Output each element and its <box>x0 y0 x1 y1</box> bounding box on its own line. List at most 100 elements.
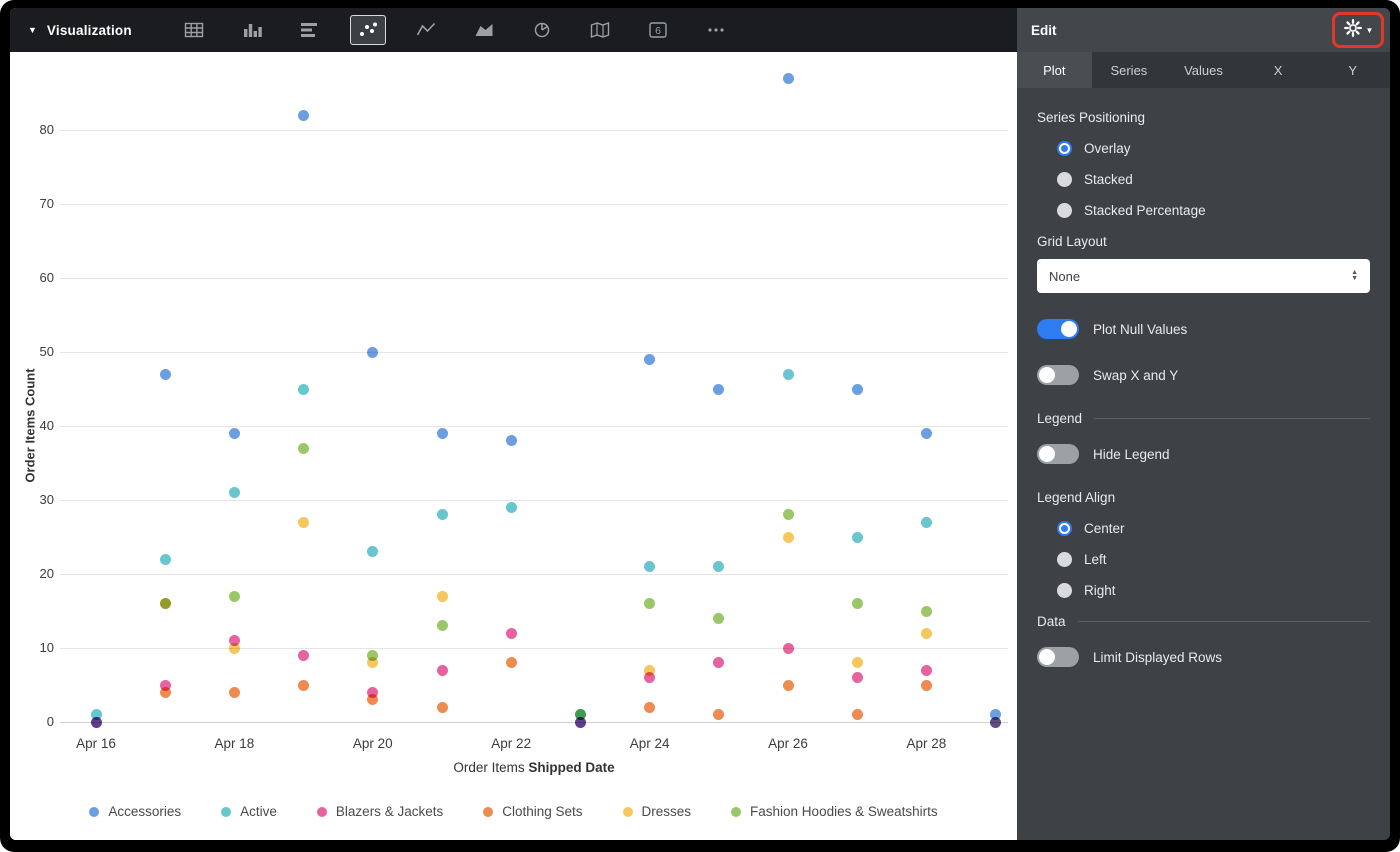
radio-option-right[interactable]: Right <box>1057 583 1370 598</box>
series-point[interactable] <box>920 427 932 439</box>
legend-item[interactable]: Fashion Hoodies & Sweatshirts <box>731 804 938 819</box>
table-chart-icon[interactable] <box>176 15 212 45</box>
series-point[interactable] <box>505 435 517 447</box>
series-point[interactable] <box>436 590 448 602</box>
series-point[interactable] <box>298 383 310 395</box>
series-point[interactable] <box>90 709 102 721</box>
more-options-icon[interactable] <box>698 15 734 45</box>
series-point[interactable] <box>367 686 379 698</box>
legend-item[interactable]: Active <box>221 804 277 819</box>
gear-icon[interactable] <box>1343 18 1363 43</box>
series-point[interactable] <box>713 561 725 573</box>
tab-plot[interactable]: Plot <box>1017 52 1092 88</box>
series-point[interactable] <box>782 509 794 521</box>
pie-chart-icon[interactable] <box>524 15 560 45</box>
scatter-chart-icon[interactable] <box>349 15 386 45</box>
series-point[interactable] <box>159 553 171 565</box>
series-point[interactable] <box>713 657 725 669</box>
radio-option-center[interactable]: Center <box>1057 521 1370 536</box>
series-point[interactable] <box>228 427 240 439</box>
series-point[interactable] <box>782 72 794 84</box>
series-point[interactable] <box>228 590 240 602</box>
legend-item[interactable]: Dresses <box>622 804 691 819</box>
legend-item[interactable]: Accessories <box>89 804 181 819</box>
chevron-down-icon[interactable]: ▼ <box>1365 25 1374 35</box>
series-point[interactable] <box>228 487 240 499</box>
series-point[interactable] <box>782 642 794 654</box>
series-point[interactable] <box>713 612 725 624</box>
series-point[interactable] <box>782 679 794 691</box>
series-point[interactable] <box>505 501 517 513</box>
series-point[interactable] <box>574 709 586 721</box>
series-point[interactable] <box>990 709 1002 721</box>
series-point[interactable] <box>574 716 586 728</box>
series-point[interactable] <box>505 627 517 639</box>
series-point[interactable] <box>298 649 310 661</box>
series-point[interactable] <box>782 531 794 543</box>
series-point[interactable] <box>159 368 171 380</box>
series-point[interactable] <box>920 627 932 639</box>
chevron-down-icon[interactable]: ▼ <box>28 25 37 35</box>
series-point[interactable] <box>298 679 310 691</box>
radio-option-left[interactable]: Left <box>1057 552 1370 567</box>
series-point[interactable] <box>367 346 379 358</box>
series-point[interactable] <box>644 561 656 573</box>
series-point[interactable] <box>920 679 932 691</box>
series-point[interactable] <box>990 716 1002 728</box>
series-point[interactable] <box>851 657 863 669</box>
series-point[interactable] <box>851 672 863 684</box>
series-point[interactable] <box>644 672 656 684</box>
series-point[interactable] <box>920 516 932 528</box>
series-point[interactable] <box>159 686 171 698</box>
radio-option-stacked-percentage[interactable]: Stacked Percentage <box>1057 203 1370 218</box>
series-point[interactable] <box>298 109 310 121</box>
series-point[interactable] <box>367 649 379 661</box>
series-point[interactable] <box>228 642 240 654</box>
series-point[interactable] <box>228 686 240 698</box>
swap-x-y-toggle[interactable] <box>1037 365 1079 385</box>
grid-layout-select[interactable]: None ▲ ▼ <box>1037 259 1370 293</box>
series-point[interactable] <box>851 709 863 721</box>
series-point[interactable] <box>505 657 517 669</box>
hide-legend-toggle[interactable] <box>1037 444 1079 464</box>
tab-series[interactable]: Series <box>1110 62 1148 78</box>
series-point[interactable] <box>851 531 863 543</box>
series-point[interactable] <box>713 383 725 395</box>
map-chart-icon[interactable] <box>582 15 618 45</box>
series-point[interactable] <box>367 694 379 706</box>
plot-null-values-toggle[interactable] <box>1037 319 1079 339</box>
series-point[interactable] <box>644 701 656 713</box>
series-point[interactable] <box>713 709 725 721</box>
series-point[interactable] <box>367 657 379 669</box>
column-chart-icon[interactable] <box>234 15 270 45</box>
series-point[interactable] <box>920 605 932 617</box>
legend-item[interactable]: Clothing Sets <box>483 804 583 819</box>
area-chart-icon[interactable] <box>466 15 502 45</box>
series-point[interactable] <box>298 442 310 454</box>
series-point[interactable] <box>90 716 102 728</box>
series-point[interactable] <box>159 598 171 610</box>
series-point[interactable] <box>920 664 932 676</box>
line-chart-icon[interactable] <box>408 15 444 45</box>
series-point[interactable] <box>782 368 794 380</box>
series-point[interactable] <box>436 427 448 439</box>
series-point[interactable] <box>644 353 656 365</box>
tab-y[interactable]: Y <box>1348 62 1357 78</box>
legend-item[interactable]: Blazers & Jackets <box>316 804 443 819</box>
series-point[interactable] <box>159 679 171 691</box>
series-point[interactable] <box>644 598 656 610</box>
tab-x[interactable]: X <box>1273 62 1283 78</box>
series-point[interactable] <box>851 598 863 610</box>
series-point[interactable] <box>367 546 379 558</box>
series-point[interactable] <box>851 383 863 395</box>
series-point[interactable] <box>436 664 448 676</box>
series-point[interactable] <box>298 516 310 528</box>
series-point[interactable] <box>436 509 448 521</box>
series-point[interactable] <box>228 635 240 647</box>
series-point[interactable] <box>644 664 656 676</box>
radio-option-stacked[interactable]: Stacked <box>1057 172 1370 187</box>
series-point[interactable] <box>436 701 448 713</box>
series-point[interactable] <box>436 620 448 632</box>
limit-displayed-rows-toggle[interactable] <box>1037 647 1079 667</box>
single-value-icon[interactable]: 6 <box>640 15 676 45</box>
